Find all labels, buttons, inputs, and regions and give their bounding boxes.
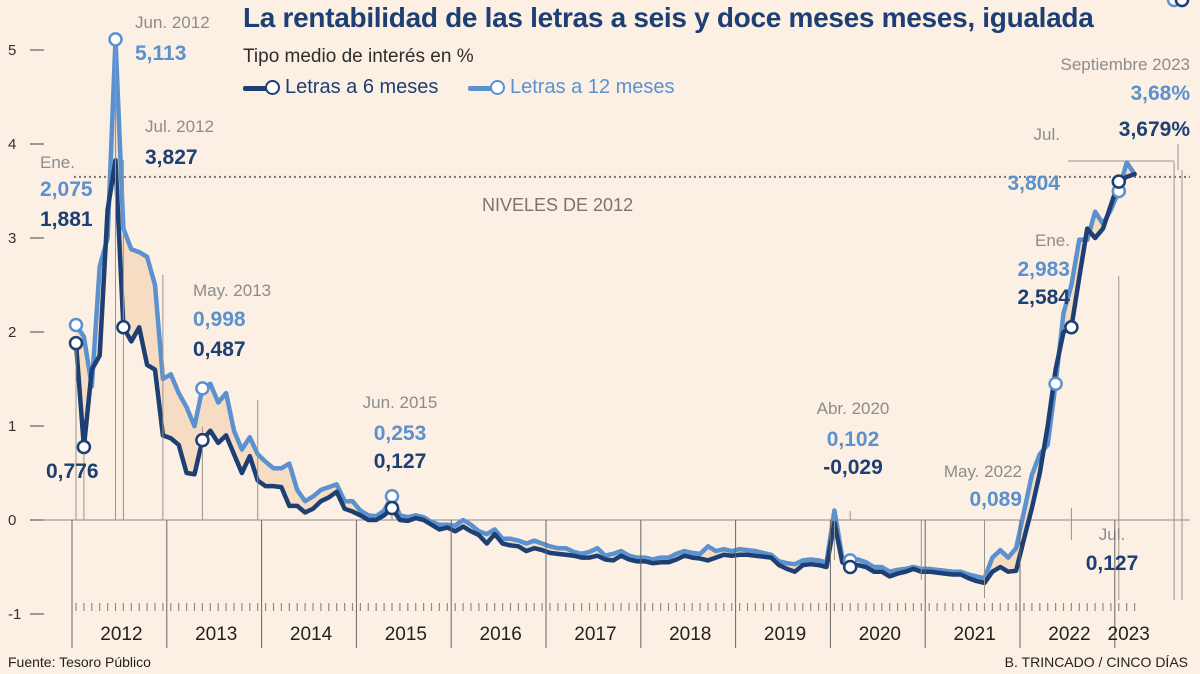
legend-swatch-6-meses — [243, 77, 280, 99]
x-year-label-2014: 2014 — [290, 624, 333, 645]
point-marker-6 — [195, 432, 210, 448]
series-line-6-meses — [73, 158, 1137, 586]
source-note: Fuente: Tesoro Público — [8, 654, 151, 670]
x-year-label-2021: 2021 — [954, 624, 996, 645]
point-marker-14 — [1111, 174, 1127, 189]
annotation-date-9: Abr. 2020 — [817, 399, 890, 418]
annotation-value-7: 0,253 — [374, 422, 427, 445]
annotation-value-10: -0,029 — [823, 456, 883, 479]
x-year-label-2018: 2018 — [669, 624, 711, 645]
credit-note: B. TRINCADO / CINCO DÍAS — [1004, 654, 1188, 670]
x-year-label-2012: 2012 — [100, 624, 142, 645]
point-marker-5 — [195, 381, 210, 396]
point-marker-11 — [1048, 376, 1063, 391]
x-year-label-2022: 2022 — [1048, 624, 1090, 645]
point-marker-1 — [68, 335, 84, 351]
legend-label-12-meses: Letras a 12 meses — [510, 76, 675, 98]
annotation-value-13: 2,983 — [1017, 258, 1070, 281]
point-marker-17 — [1174, 0, 1190, 8]
y-tick-label-2: 1 — [8, 418, 16, 435]
annotation-date-3: Jun. 2012 — [135, 13, 210, 32]
annotation-value-14: 2,584 — [1017, 286, 1070, 309]
point-marker-3 — [108, 32, 123, 47]
annotation-date-15: Jul. — [1034, 125, 1060, 144]
annotation-value-4: 3,827 — [145, 146, 198, 169]
legend-item-6-meses: Letras a 6 meses — [243, 76, 438, 99]
annotation-value-12: 0,127 — [1086, 552, 1139, 575]
reference-layer: NIVELES DE 2012 — [74, 175, 1190, 215]
legend-swatch-12-meses — [468, 77, 505, 99]
annotation-value-2: 0,776 — [46, 460, 99, 483]
annotation-layer: Ene. 2,075 1,881 0,776 Jun. 2012 5,113 Jul. 20… — [40, 13, 1190, 575]
point-marker-7 — [384, 488, 400, 504]
y-tick-label-1: 0 — [8, 512, 16, 529]
y-tick-label-5: 4 — [8, 136, 16, 153]
annotation-value-16: 3,68% — [1130, 82, 1190, 105]
x-year-label-2017: 2017 — [574, 624, 616, 645]
marker-layer — [68, 0, 1190, 575]
series-line-12-meses — [73, 37, 1137, 581]
x-year-label-2020: 2020 — [859, 624, 901, 645]
x-year-label-2019: 2019 — [764, 624, 806, 645]
point-marker-10 — [842, 559, 858, 575]
annotation-date-0: Ene. — [40, 153, 75, 172]
point-marker-0 — [68, 317, 84, 333]
y-tick-label-3: 2 — [8, 324, 16, 341]
chart-title: La rentabilidad de las letras a seis y d… — [243, 2, 1094, 33]
annotation-value-8: 0,127 — [374, 450, 427, 473]
annotation-date-12: Jul. — [1099, 525, 1125, 544]
y-tick-label-0: -1 — [8, 606, 21, 623]
y-tick-label-4: 3 — [8, 230, 16, 247]
annotation-value-6: 0,487 — [193, 338, 246, 361]
chart-subtitle: Tipo medio de interés en % — [243, 46, 474, 67]
annotation-value-1: 1,881 — [40, 208, 93, 231]
y-tick-label-6: 5 — [8, 42, 16, 59]
reference-label: NIVELES DE 2012 — [482, 195, 633, 215]
annotation-value-15: 3,804 — [1007, 172, 1060, 195]
x-year-label-2023: 2023 — [1108, 624, 1150, 645]
x-year-label-2015: 2015 — [385, 624, 427, 645]
annotation-date-4: Jul. 2012 — [145, 117, 214, 136]
annotation-date-16: Septiembre 2023 — [1061, 55, 1190, 74]
annotation-value-3: 5,113 — [135, 42, 186, 65]
axis-layer: -1 0 1 2 3 4 5 2012 2013 2014 2015 2016 2017 2018 2019… — [8, 42, 1150, 648]
annotation-value-9: 0,102 — [827, 428, 880, 451]
annotation-date-13: Ene. — [1035, 231, 1070, 250]
annotation-value-0: 2,075 — [40, 178, 93, 201]
point-marker-8 — [384, 500, 400, 516]
legend-item-12-meses: Letras a 12 meses — [468, 76, 675, 99]
x-year-label-2016: 2016 — [480, 624, 522, 645]
point-marker-4 — [116, 320, 131, 335]
point-marker-12 — [1064, 320, 1079, 335]
annotation-date-11: May. 2022 — [944, 462, 1022, 481]
annotation-date-5: May. 2013 — [193, 281, 271, 300]
legend-label-6-meses: Letras a 6 meses — [285, 76, 439, 98]
series-layer — [73, 37, 1137, 586]
x-year-label-2013: 2013 — [195, 624, 237, 645]
point-marker-2 — [76, 439, 92, 455]
annotation-value-17: 3,679% — [1119, 118, 1191, 141]
annotation-value-5: 0,998 — [193, 308, 246, 331]
annotation-date-7: Jun. 2015 — [363, 393, 438, 412]
annotation-value-11: 0,089 — [969, 488, 1022, 511]
